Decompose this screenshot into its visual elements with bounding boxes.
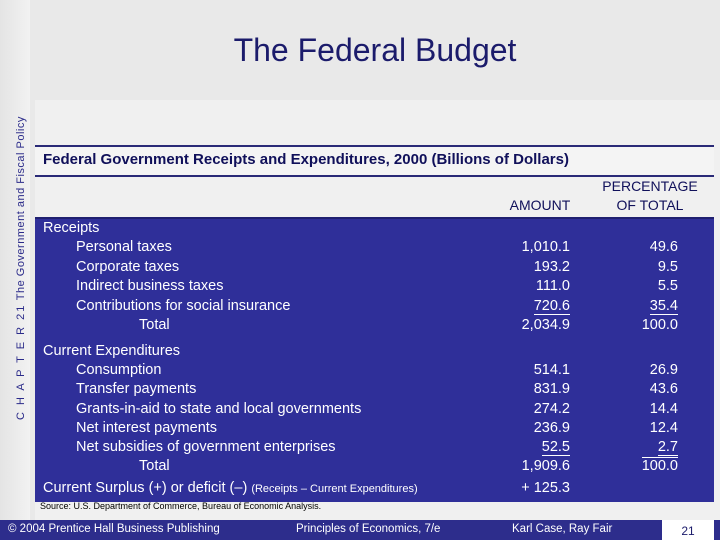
table-title: Federal Government Receipts and Expendit… [43, 151, 569, 168]
expenditure-row-percent-value: 2.7 [657, 439, 678, 456]
receipts-total-label: Total [139, 317, 170, 333]
expenditure-row-amount: 831.9 [533, 381, 570, 397]
expenditure-row-percent: 2.7 [600, 438, 678, 457]
side-band [0, 0, 30, 520]
expenditure-row-amount: 514.1 [533, 362, 570, 378]
percent-column-header-line1: PERCENTAGE [602, 178, 698, 194]
expenditure-row-label: Net subsidies of government enterprises [76, 439, 336, 455]
expenditures-total-percent: 100.0 [600, 457, 678, 476]
receipt-row-percent: 49.6 [649, 239, 678, 255]
receipt-row-amount-value: 720.6 [533, 298, 570, 315]
receipt-row-percent: 35.4 [600, 297, 678, 316]
receipt-row-label: Contributions for social insurance [76, 298, 291, 314]
chapter-caption: C H A P T E R 21 The Government and Fisc… [15, 116, 27, 420]
expenditure-row-label: Grants-in-aid to state and local governm… [76, 401, 362, 417]
receipts-total-amount: 2,034.9 [521, 317, 570, 333]
receipt-row-amount: 193.2 [533, 259, 570, 275]
footer-copyright: © 2004 Prentice Hall Business Publishing [8, 523, 220, 535]
table-title-bar: Federal Government Receipts and Expendit… [35, 145, 714, 177]
expenditure-row-percent: 43.6 [649, 381, 678, 397]
expenditure-row-amount: 274.2 [533, 401, 570, 417]
chapter-label: C H A P T E R 21 [15, 303, 27, 420]
receipts-total-percent: 100.0 [641, 317, 678, 333]
receipt-row-label: Corporate taxes [76, 259, 180, 275]
surplus-row: Current Surplus (+) or deficit (–) (Rece… [43, 479, 418, 499]
expenditure-row-label: Transfer payments [76, 381, 197, 397]
expenditure-row-amount: 52.5 [490, 438, 570, 457]
receipts-heading: Receipts [43, 220, 100, 236]
expenditures-heading: Current Expenditures [43, 343, 181, 359]
expenditure-row-amount-value: 52.5 [541, 439, 570, 456]
expenditure-row-label: Consumption [76, 362, 162, 378]
footer-book: Principles of Economics, 7/e [296, 523, 441, 535]
receipt-row-label: Personal taxes [76, 239, 172, 255]
receipt-row-amount: 720.6 [490, 297, 570, 316]
chapter-topic: The Government and Fiscal Policy [15, 116, 27, 301]
receipt-row-percent-value: 35.4 [649, 298, 678, 315]
footer-authors: Karl Case, Ray Fair [512, 523, 613, 535]
footer-bar: © 2004 Prentice Hall Business Publishing… [0, 520, 720, 540]
receipt-row-amount: 111.0 [535, 278, 570, 294]
expenditures-total-label: Total [139, 458, 170, 474]
receipt-row-percent: 9.5 [657, 259, 678, 275]
receipt-row-percent: 5.5 [657, 278, 678, 294]
budget-table-body [35, 217, 714, 502]
percent-column-header-line2: OF TOTAL [616, 197, 684, 213]
surplus-label: Current Surplus (+) or deficit (–) [43, 480, 248, 496]
expenditure-row-amount: 236.9 [533, 420, 570, 436]
source-note: Source: U.S. Department of Commerce, Bur… [40, 501, 322, 511]
expenditures-total-percent-value: 100.0 [641, 457, 678, 474]
receipt-row-amount: 1,010.1 [521, 239, 570, 255]
surplus-note: (Receipts – Current Expenditures) [251, 483, 418, 495]
expenditures-total-amount: 1,909.6 [521, 458, 570, 474]
receipt-row-label: Indirect business taxes [76, 278, 224, 294]
page-number: 21 [662, 520, 714, 540]
expenditure-row-label: Net interest payments [76, 420, 218, 436]
expenditure-row-percent: 14.4 [649, 401, 678, 417]
slide-title: The Federal Budget [233, 32, 517, 68]
amount-column-header: AMOUNT [509, 197, 571, 213]
expenditure-row-percent: 26.9 [649, 362, 678, 378]
surplus-amount: + 125.3 [521, 480, 570, 496]
expenditure-row-percent: 12.4 [649, 420, 678, 436]
